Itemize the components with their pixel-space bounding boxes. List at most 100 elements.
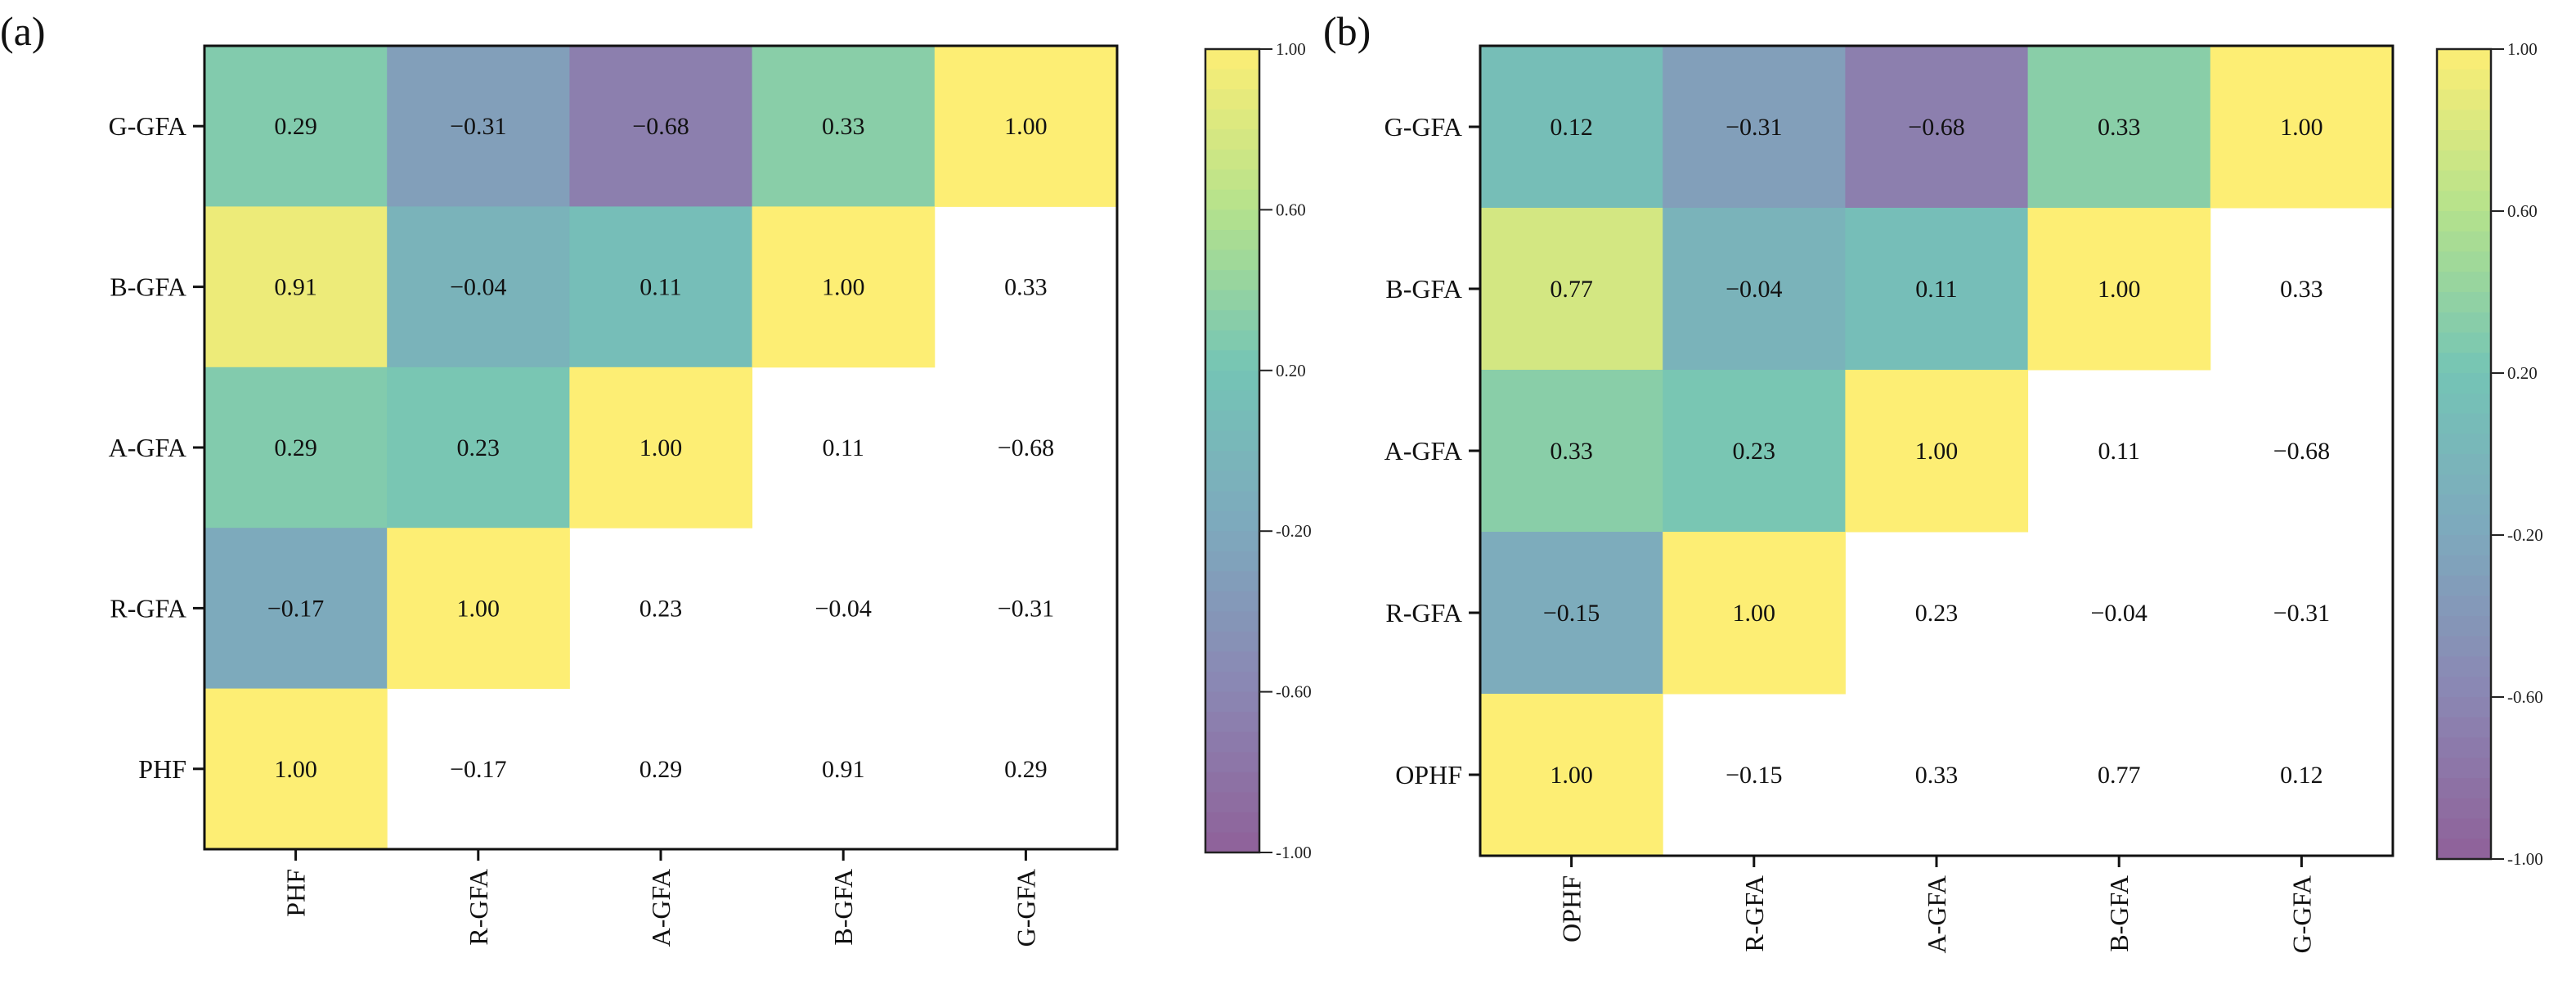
colorbar-segment xyxy=(2437,737,2491,758)
colorbar-segment xyxy=(2437,231,2491,253)
x-tick-label: R-GFA xyxy=(1739,875,1769,952)
colorbar-segment xyxy=(2437,393,2491,415)
cell-value-label: 1.00 xyxy=(457,595,500,622)
x-tick-label: A-GFA xyxy=(1922,875,1951,953)
cell-value-label: −0.04 xyxy=(450,274,506,301)
heatmap-cell xyxy=(204,528,388,690)
colorbar-segment xyxy=(2437,353,2491,374)
colorbar-tick-label: -0.20 xyxy=(2507,525,2543,545)
cell-value-label: 1.00 xyxy=(2098,276,2141,303)
colorbar-segment xyxy=(1205,109,1259,130)
colorbar-segment xyxy=(1205,510,1259,532)
colorbar-segment xyxy=(1205,792,1259,813)
colorbar-segment xyxy=(2437,596,2491,617)
colorbar-segment xyxy=(1205,832,1259,853)
cell-value-label: 0.23 xyxy=(457,434,500,461)
colorbar-segment xyxy=(1205,189,1259,210)
colorbar-segment xyxy=(2437,616,2491,637)
heatmap-cell xyxy=(204,206,388,368)
cell-value-label: −0.31 xyxy=(450,113,506,140)
y-tick-label: G-GFA xyxy=(109,111,186,141)
colorbar-segment xyxy=(1205,350,1259,371)
colorbar-segment xyxy=(2437,170,2491,191)
colorbar-segment xyxy=(1205,49,1259,70)
colorbar-segment xyxy=(1205,129,1259,151)
cell-value-label: 0.91 xyxy=(822,756,865,783)
y-tick-label: A-GFA xyxy=(109,433,186,462)
colorbar-segment xyxy=(2437,636,2491,658)
x-tick-label: R-GFA xyxy=(464,869,493,946)
colorbar-segment xyxy=(2437,130,2491,151)
heatmap-cell xyxy=(1663,532,1846,695)
cell-value-label: 1.00 xyxy=(2280,114,2323,141)
colorbar-segment xyxy=(2437,535,2491,556)
x-tick-label: OPHF xyxy=(1557,875,1586,942)
panel-label: (a) xyxy=(0,8,46,54)
cell-value-label: 1.00 xyxy=(274,756,317,783)
cell-value-label: 0.12 xyxy=(2280,762,2323,789)
cell-value-label: −0.68 xyxy=(632,113,689,140)
colorbar-segment xyxy=(2437,494,2491,515)
heatmap-cell xyxy=(204,367,388,528)
cell-value-label: 0.11 xyxy=(640,274,681,301)
cell-value-label: 0.33 xyxy=(1004,274,1048,301)
colorbar-segment xyxy=(1205,330,1259,351)
colorbar-segment xyxy=(1205,631,1259,653)
cell-value-label: 0.11 xyxy=(823,434,864,461)
heatmap-cell xyxy=(1480,208,1663,371)
colorbar-segment xyxy=(1205,691,1259,713)
y-tick-label: R-GFA xyxy=(1385,598,1462,627)
colorbar-segment xyxy=(2437,89,2491,110)
cell-value-label: 1.00 xyxy=(1733,600,1776,627)
heatmap-cell xyxy=(1663,46,1846,209)
colorbar-segment xyxy=(2437,717,2491,739)
cell-value-label: 0.33 xyxy=(1915,762,1959,789)
heatmap-panel-b: (b) 0.12 −0.31 −0.68 0.33 1.00 0.77 −0.04 0.11 1.… xyxy=(1323,8,2543,953)
colorbar-segment xyxy=(1205,812,1259,834)
colorbar-tick-label: -1.00 xyxy=(1276,843,1312,862)
colorbar-segment xyxy=(2437,211,2491,232)
cell-value-label: −0.31 xyxy=(998,595,1054,622)
colorbar-tick-label: -1.00 xyxy=(2507,849,2543,869)
heatmap-cell xyxy=(1480,532,1663,695)
colorbar-segment xyxy=(2437,697,2491,718)
colorbar-segment xyxy=(2437,312,2491,334)
cell-value-label: −0.31 xyxy=(1726,114,1782,141)
colorbar-tick-label: 0.20 xyxy=(2507,363,2538,383)
cell-value-label: 0.11 xyxy=(1915,276,1957,303)
heatmap-cell xyxy=(1663,370,1846,533)
cell-value-label: 0.29 xyxy=(274,113,317,140)
colorbar-segment xyxy=(2437,758,2491,779)
cell-value-label: 0.33 xyxy=(2098,114,2141,141)
colorbar-segment xyxy=(1205,451,1259,472)
colorbar-segment xyxy=(2437,292,2491,313)
colorbar-segment xyxy=(2437,373,2491,394)
colorbar-segment xyxy=(2437,677,2491,698)
cell-value-label: 1.00 xyxy=(1550,762,1593,789)
colorbar-segment xyxy=(2437,150,2491,172)
heatmap-cell xyxy=(1480,370,1663,533)
heatmap-cell xyxy=(569,206,753,368)
colorbar-segment xyxy=(2437,413,2491,434)
colorbar-segment xyxy=(2437,49,2491,70)
colorbar-tick-label: -0.60 xyxy=(1276,682,1312,702)
cell-value-label: 0.23 xyxy=(1733,438,1776,465)
colorbar-segment xyxy=(1205,149,1259,170)
colorbar-segment xyxy=(2437,434,2491,455)
heatmap-cell xyxy=(1663,208,1846,371)
colorbar-segment xyxy=(2437,272,2491,293)
colorbar-segment xyxy=(2437,818,2491,839)
colorbar-segment xyxy=(1205,410,1259,432)
colorbar-segment xyxy=(1205,229,1259,251)
colorbar-segment xyxy=(2437,251,2491,272)
cell-value-label: 0.77 xyxy=(2098,762,2141,789)
colorbar-tick-label: 0.60 xyxy=(2507,201,2538,221)
cell-value-label: −0.68 xyxy=(2273,438,2330,465)
colorbar-segment xyxy=(2437,798,2491,820)
panel-label: (b) xyxy=(1323,8,1371,54)
heatmap-cell xyxy=(934,46,1118,207)
heatmap-cell xyxy=(1845,370,2029,533)
colorbar-segment xyxy=(2437,515,2491,536)
y-tick-label: G-GFA xyxy=(1384,112,1462,142)
